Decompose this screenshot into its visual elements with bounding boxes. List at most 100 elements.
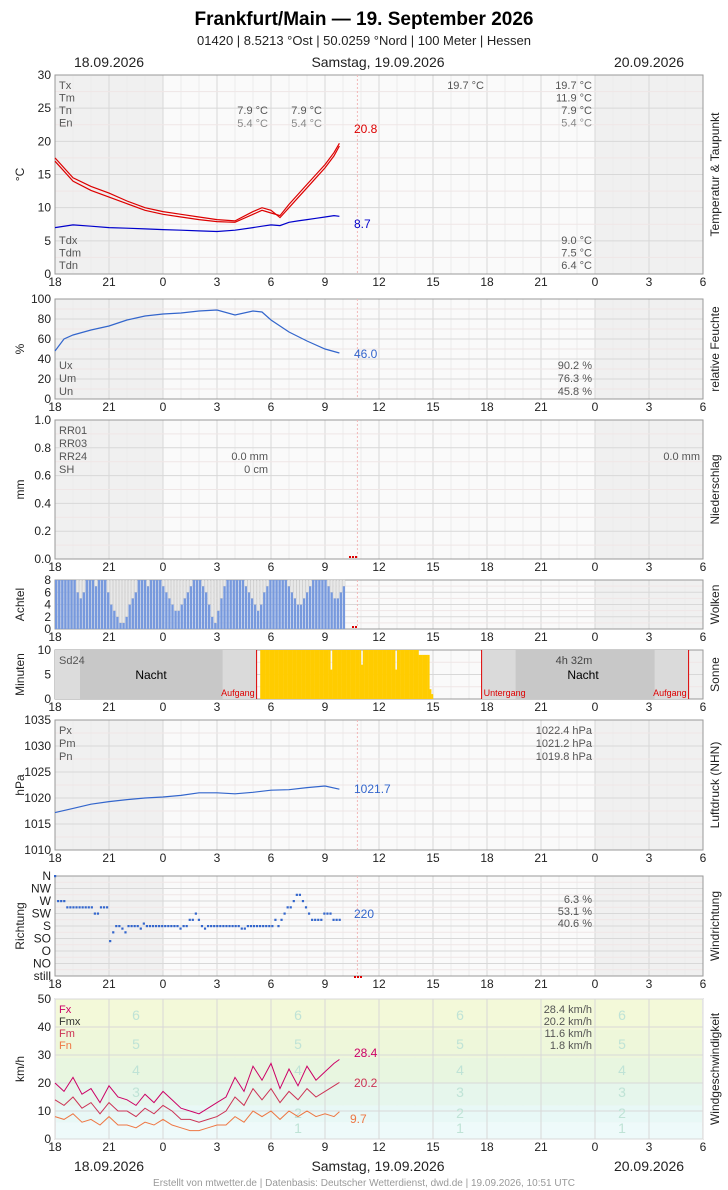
beaufort-number: 6 [294,1007,302,1023]
x-tick-label: 21 [102,630,116,644]
panel-sunshine: 0 5 10 18 21 0 3 6 9 12 15 18 21 0 3 6 Minuten Sonne Sd24 N… [13,643,722,714]
cloud-bar [312,580,315,629]
stat-right-RR24: 0.0 mm [663,451,700,463]
cloud-bar [186,592,190,629]
x-tick-label: 9 [322,275,329,289]
cloud-bar-empty [201,579,205,587]
x-tick-label: 0 [160,400,167,414]
sun-bar [355,650,358,699]
y-tick-label: 5 [44,668,51,682]
cloud-bar [195,580,199,629]
sun-bar [305,650,308,699]
cloud-bar-empty [247,579,251,593]
x-tick-label: 21 [534,275,548,289]
cloud-bar [204,592,208,629]
wind-dir-point [173,925,176,928]
x-tick-label: 6 [268,1140,275,1154]
cloud-bar [192,580,196,629]
cloud-bar-empty [262,579,266,593]
precip-marker [352,556,354,558]
x-tick-label: 18 [48,630,62,644]
cloud-bar-empty [223,579,226,587]
beaufort-number: 1 [456,1120,464,1136]
x-tick-label: 3 [214,400,221,414]
sun-bar [377,650,380,699]
y-tick-label: NW [31,882,52,896]
wind-dir-point [286,906,289,909]
x-tick-label: 9 [322,400,329,414]
wind-dir-point [314,918,317,921]
x-tick-label: 0 [592,400,599,414]
y-tick-label: 0.8 [34,441,51,455]
x-tick-label: 18 [480,630,494,644]
stat-right-Tx: 19.7 °C [555,80,592,92]
x-tick-label: 0 [160,977,167,991]
y-tick-label: 1.0 [34,413,51,427]
sun-bar [344,650,347,699]
x-tick-label: 15 [426,977,440,991]
y-tick-label: W [40,894,52,908]
wind-dir-point [124,931,127,934]
night-label: Nacht [135,668,167,682]
x-tick-label: 3 [646,1140,653,1154]
wind-dir-point [158,925,161,928]
y-tick-label: 1030 [24,739,51,753]
cloud-bar [281,580,284,629]
series-gust-line [54,1059,340,1115]
x-tick-label: 21 [534,700,548,714]
date-right-bottom: 20.09.2026 [614,1158,684,1174]
stat-right-winddir: 6.3 % [564,894,592,906]
cloud-bar [287,586,291,629]
sun-bar [276,650,279,699]
cloud-bar-empty [342,579,346,587]
cloud-bar [299,604,303,629]
cloud-bar [61,580,64,629]
x-tick-label: 12 [372,630,386,644]
x-tick-label: 0 [160,1140,167,1154]
cloud-bar [107,592,110,629]
cloud-bar-empty [189,579,193,587]
cloud-bar [137,580,141,629]
x-tick-label: 9 [322,977,329,991]
sun-bar [287,650,290,699]
cloud-bar-empty [296,579,300,605]
x-tick-label: 6 [700,700,707,714]
sun-bar [380,650,383,699]
legend-Fm: Fm [59,1028,75,1040]
cloud-bar-empty [165,579,168,593]
plot-frame [54,719,704,851]
cloud-bar-empty [106,579,110,593]
cloud-bar-empty [134,579,138,593]
wind-dir-point [277,925,280,928]
sun-bar [415,650,417,699]
wind-dir-point [145,925,148,928]
stat-day1b-Tn: 7.9 °C [291,105,322,117]
beaufort-number: 3 [456,1084,464,1100]
cloud-bar [201,586,205,629]
x-tick-label: 18 [480,700,494,714]
cloud-bar-empty [168,579,171,599]
cloud-bar-empty [122,579,125,624]
wind-dir-point [292,900,295,903]
y-tick-label: 0.4 [34,496,51,510]
beaufort-number: 2 [456,1105,464,1121]
x-tick-label: 15 [426,851,440,865]
x-tick-label: 9 [322,851,329,865]
wind-dir-point [197,918,201,921]
sun-bar [359,650,362,699]
cloud-bar-empty [207,579,211,605]
cloud-bar [55,580,58,629]
series-pressure-line [54,785,340,814]
y-tick-label: 40 [38,352,52,366]
cloud-bar [247,592,251,629]
date-right-top: 20.09.2026 [614,54,684,70]
stat-right-Fx: 28.4 km/h [544,1004,592,1016]
x-tick-label: 12 [372,400,386,414]
side-label: Niederschlag [708,454,722,524]
date-center-top: Samstag, 19.09.2026 [311,54,444,70]
cloud-bar [113,610,116,629]
legend-Tn: Tn [59,105,72,117]
y-tick-label: 4 [44,598,51,612]
